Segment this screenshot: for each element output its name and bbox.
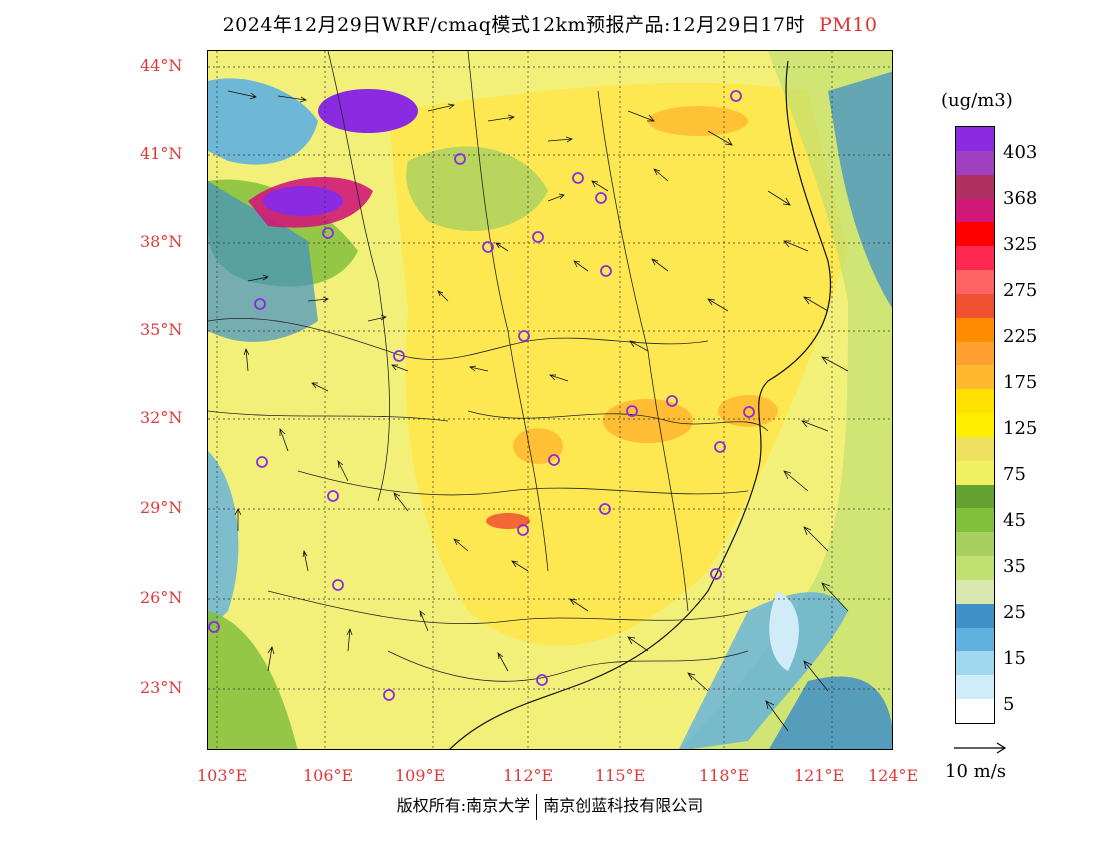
green-yunnan	[208, 611, 298, 749]
south-sea-blue	[769, 676, 892, 749]
east-sea-field	[679, 51, 892, 749]
copyright-right: 南京创蓝科技有限公司	[543, 796, 704, 815]
hotspot-hubei	[513, 428, 563, 464]
lat-label-26: 26°N	[140, 588, 183, 607]
copyright-footer: 版权所有:南京大学 南京创蓝科技有限公司	[0, 792, 1100, 820]
purple-zone-ningxia	[263, 186, 343, 216]
lon-label-121: 121°E	[794, 766, 845, 785]
legend-swatch	[956, 699, 994, 724]
lat-label-29: 29°N	[140, 498, 183, 517]
legend-swatch	[956, 293, 994, 319]
legend-swatch	[956, 174, 994, 199]
legend-label-75: 75	[1003, 464, 1026, 485]
legend-swatch	[956, 317, 994, 343]
province-boundaries	[208, 51, 769, 682]
legend-label-175: 175	[1003, 372, 1038, 393]
hotspot-hunan	[486, 513, 530, 529]
legend-label-35: 35	[1003, 556, 1026, 577]
title-variable: PM10	[819, 14, 878, 36]
taiwan-strait-blue	[679, 592, 848, 749]
legend-swatch	[956, 246, 994, 271]
legend-swatch	[956, 413, 994, 438]
yellow-sea-blue	[828, 71, 892, 308]
legend-label-45: 45	[1003, 510, 1026, 531]
coastline	[449, 60, 832, 749]
legend-swatch	[956, 198, 994, 223]
legend-swatch	[956, 127, 994, 152]
map-title: 2024年12月29日WRF/cmaq模式12km预报产品:12月29日17时 P…	[0, 10, 1100, 37]
legend-swatch	[956, 532, 994, 557]
wind-reference-label: 10 m/s	[945, 761, 1006, 782]
lat-label-35: 35°N	[140, 320, 183, 339]
footer-separator	[536, 793, 538, 820]
legend-swatch	[956, 460, 994, 486]
blue-qinghai	[208, 181, 318, 342]
legend-swatch	[956, 556, 994, 581]
lat-label-32: 32°N	[140, 408, 183, 427]
legend-swatch	[956, 436, 994, 462]
legend-label-275: 275	[1003, 280, 1038, 301]
map-canvas	[208, 51, 892, 749]
legend-swatch	[956, 603, 994, 629]
legend-swatch	[956, 341, 994, 366]
lon-label-109: 109°E	[395, 766, 446, 785]
lat-label-44: 44°N	[140, 56, 183, 75]
lat-label-41: 41°N	[140, 144, 183, 163]
hotspot-north	[648, 106, 748, 136]
legend-swatch	[956, 389, 994, 414]
lat-label-38: 38°N	[140, 232, 183, 251]
lon-label-124: 124°E	[868, 766, 919, 785]
city-markers	[208, 90, 755, 701]
lon-label-118: 118°E	[699, 766, 750, 785]
blue-northwest	[208, 78, 318, 165]
wind-reference-arrow-icon	[954, 742, 1007, 754]
legend-label-325: 325	[1003, 234, 1038, 255]
legend-swatch	[956, 150, 994, 176]
legend-label-125: 125	[1003, 418, 1038, 439]
green-loess	[406, 146, 548, 231]
purple-zone-north	[318, 89, 418, 133]
copyright-left: 版权所有:南京大学	[396, 796, 531, 815]
legend-swatch	[956, 484, 994, 509]
lon-label-112: 112°E	[503, 766, 554, 785]
legend-swatch	[956, 508, 994, 533]
legend-label-15: 15	[1003, 648, 1026, 669]
blue-sichuan	[208, 451, 239, 631]
legend-swatch	[956, 270, 994, 295]
lon-label-103: 103°E	[197, 766, 248, 785]
lon-label-106: 106°E	[303, 766, 354, 785]
legend-label-368: 368	[1003, 188, 1038, 209]
taiwan-island	[769, 591, 799, 671]
lon-label-115: 115°E	[595, 766, 646, 785]
legend-swatch	[956, 365, 994, 390]
wind-vectors	[227, 90, 849, 732]
legend-label-5: 5	[1003, 694, 1015, 715]
legend-colorbar	[955, 126, 995, 724]
legend-label-25: 25	[1003, 602, 1026, 623]
title-text: 2024年12月29日WRF/cmaq模式12km预报产品:12月29日17时	[222, 14, 805, 36]
lat-label-23: 23°N	[140, 678, 183, 697]
legend-label-403: 403	[1003, 142, 1038, 163]
legend-unit: (ug/m3)	[941, 90, 1013, 111]
legend-swatch	[956, 651, 994, 676]
legend-swatch	[956, 579, 994, 605]
graticule	[208, 51, 892, 749]
hotspot-anhui	[603, 399, 693, 443]
legend-swatch	[956, 675, 994, 700]
legend-swatch	[956, 627, 994, 652]
legend-label-225: 225	[1003, 326, 1038, 347]
legend-swatch	[956, 222, 994, 247]
pm10-map	[207, 50, 893, 750]
